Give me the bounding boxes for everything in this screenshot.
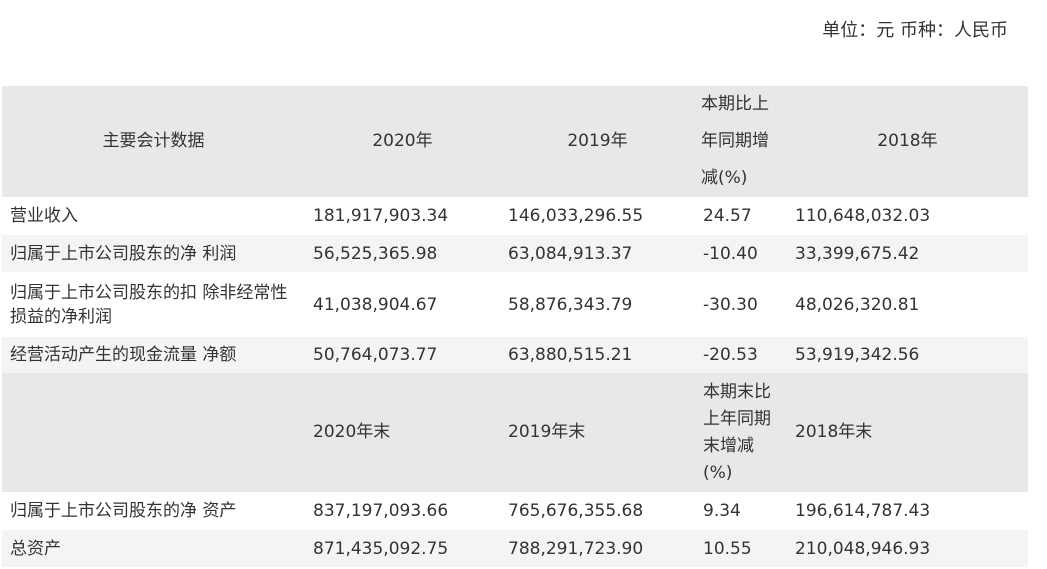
table-cell: 50,764,073.77 [305, 337, 500, 373]
table-cell: 总资产 [2, 530, 305, 567]
table-row: 经营活动产生的现金流量 净额 50,764,073.77 63,880,515.21… [2, 337, 1028, 373]
table-cell: 871,435,092.75 [305, 530, 500, 567]
table-cell: 2018年末 [787, 373, 1028, 492]
table-cell: 63,084,913.37 [500, 235, 695, 272]
table-cell: 经营活动产生的现金流量 净额 [2, 337, 305, 373]
table-cell: 归属于上市公司股东的扣 除非经常性损益的净利润 [10, 282, 288, 327]
table-cell: 56,525,365.98 [305, 235, 500, 272]
table-cell: 788,291,723.90 [500, 530, 695, 567]
table-cell: 41,038,904.67 [313, 294, 438, 315]
table-cell: 210,048,946.93 [787, 530, 1028, 567]
table-cell: 2019年末 [500, 373, 695, 492]
table-cell: 765,676,355.68 [508, 501, 644, 521]
unit-label: 单位：元 币种：人民币 [822, 20, 1008, 41]
table-cell: 837,197,093.66 [313, 501, 449, 521]
table-row: 归属于上市公司股东的净 资产 837,197,093.66 765,676,355.… [2, 492, 1028, 530]
table-cell: 本期末比上年同期末增减(%) [695, 373, 787, 492]
table-cell: 本期比上年同期增减(%) [695, 86, 787, 197]
table-cell: 181,917,903.34 [313, 206, 449, 226]
table-row: 主要会计数据 2020年 2019年 本期比上年同期增减(%) 2018年 [2, 86, 1028, 197]
table-cell: 24.57 [703, 206, 752, 226]
table-cell [2, 373, 305, 492]
table-cell: 主要会计数据 [2, 86, 305, 197]
table-cell: 2020年 [305, 86, 500, 197]
table-row: 2020年末 2019年末 本期末比上年同期末增减(%) 2018年末 [2, 373, 1028, 492]
table-cell: 2018年 [787, 86, 1028, 197]
table-cell: 58,876,343.79 [508, 294, 633, 315]
table-cell: 9.34 [703, 501, 741, 521]
table-cell: 归属于上市公司股东的净 资产 [10, 501, 237, 521]
table-row: 归属于上市公司股东的净 利润 56,525,365.98 63,084,913.37… [2, 235, 1028, 272]
table-cell: 63,880,515.21 [500, 337, 695, 373]
table-cell: 营业收入 [10, 206, 78, 226]
table-row: 归属于上市公司股东的扣 除非经常性损益的净利润 41,038,904.67 58,8… [2, 272, 1028, 337]
table-cell: 2020年末 [305, 373, 500, 492]
table-row: 营业收入 181,917,903.34 146,033,296.55 24.57 110… [2, 197, 1028, 235]
table-cell: 146,033,296.55 [508, 206, 644, 226]
table-cell: -10.40 [695, 235, 787, 272]
table-cell: 48,026,320.81 [795, 294, 920, 315]
table-cell: -30.30 [703, 294, 758, 315]
table-cell: 110,648,032.03 [795, 206, 931, 226]
table-cell: -20.53 [695, 337, 787, 373]
table-row: 总资产 871,435,092.75 788,291,723.90 10.55 210,… [2, 530, 1028, 567]
table-cell: 33,399,675.42 [787, 235, 1028, 272]
financial-table: 主要会计数据 2020年 2019年 本期比上年同期增减(%) 2018年营业收入 181… [2, 86, 1028, 567]
table-cell: 53,919,342.56 [787, 337, 1028, 373]
table-cell: 10.55 [695, 530, 787, 567]
table-cell: 196,614,787.43 [795, 501, 931, 521]
table-cell: 2019年 [500, 86, 695, 197]
table-cell: 归属于上市公司股东的净 利润 [2, 235, 305, 272]
